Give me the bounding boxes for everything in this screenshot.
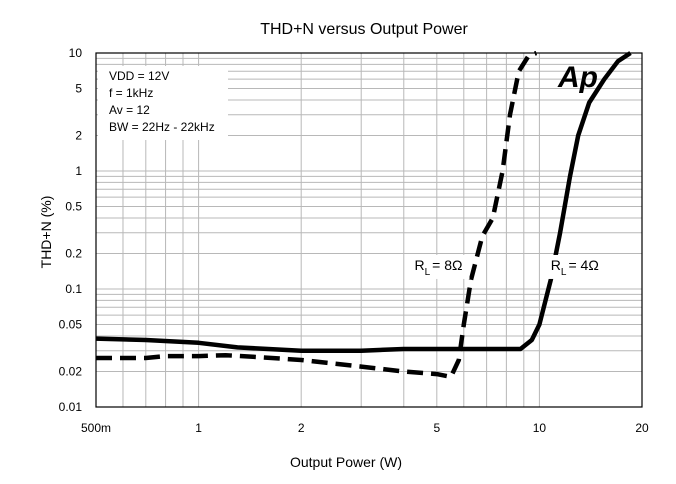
y-tick-label: 0.05 bbox=[59, 318, 83, 332]
y-tick-label: 2 bbox=[75, 128, 82, 142]
x-tick-label: 500m bbox=[81, 421, 111, 435]
x-tick-label: 1 bbox=[195, 421, 202, 435]
y-axis-title: THD+N (%) bbox=[38, 196, 54, 269]
y-tick-label: 0.02 bbox=[59, 364, 83, 378]
series-line-1 bbox=[96, 50, 538, 380]
conditions-background bbox=[98, 66, 228, 140]
y-tick-label: 5 bbox=[75, 82, 82, 96]
condition-text: f = 1kHz bbox=[109, 86, 153, 100]
series-label-background bbox=[411, 254, 470, 279]
y-tick-label: 10 bbox=[69, 46, 83, 60]
y-tick-label: 0.1 bbox=[65, 282, 82, 296]
condition-text: BW = 22Hz - 22kHz bbox=[109, 120, 215, 134]
ap-logo: Ap bbox=[557, 61, 598, 94]
plot-area-border bbox=[95, 52, 643, 408]
series-line-2 bbox=[95, 51, 632, 353]
condition-text: Av = 12 bbox=[109, 103, 150, 117]
x-axis-title: Output Power (W) bbox=[290, 454, 402, 470]
condition-text: VDD = 12V bbox=[109, 69, 169, 83]
chart-title: THD+N versus Output Power bbox=[260, 21, 468, 38]
series-label-2: RL = 4Ω bbox=[551, 257, 599, 278]
x-tick-label: 20 bbox=[635, 421, 649, 435]
y-tick-label: 1 bbox=[75, 164, 82, 178]
grid bbox=[96, 53, 642, 407]
conditions-box: VDD = 12V f = 1kHz Av = 12 BW = 22Hz - 22kH… bbox=[98, 66, 228, 140]
tick-labels: 500m 1 2 5 10 20 10 5 2 1 0.5 0.2 0.1 0.05 0.02 0.01 bbox=[59, 46, 649, 435]
x-tick-label: 5 bbox=[433, 421, 440, 435]
x-tick-label: 2 bbox=[298, 421, 305, 435]
y-tick-label: 0.01 bbox=[59, 400, 83, 414]
series-labels: RL = 8Ω RL = 4Ω bbox=[411, 254, 606, 279]
series-label-background bbox=[547, 254, 606, 279]
y-tick-label: 0.2 bbox=[65, 246, 82, 260]
series-label-1: RL = 8Ω bbox=[414, 257, 462, 278]
series bbox=[95, 50, 632, 380]
y-tick-label: 0.5 bbox=[65, 200, 82, 214]
x-tick-label: 10 bbox=[533, 421, 547, 435]
